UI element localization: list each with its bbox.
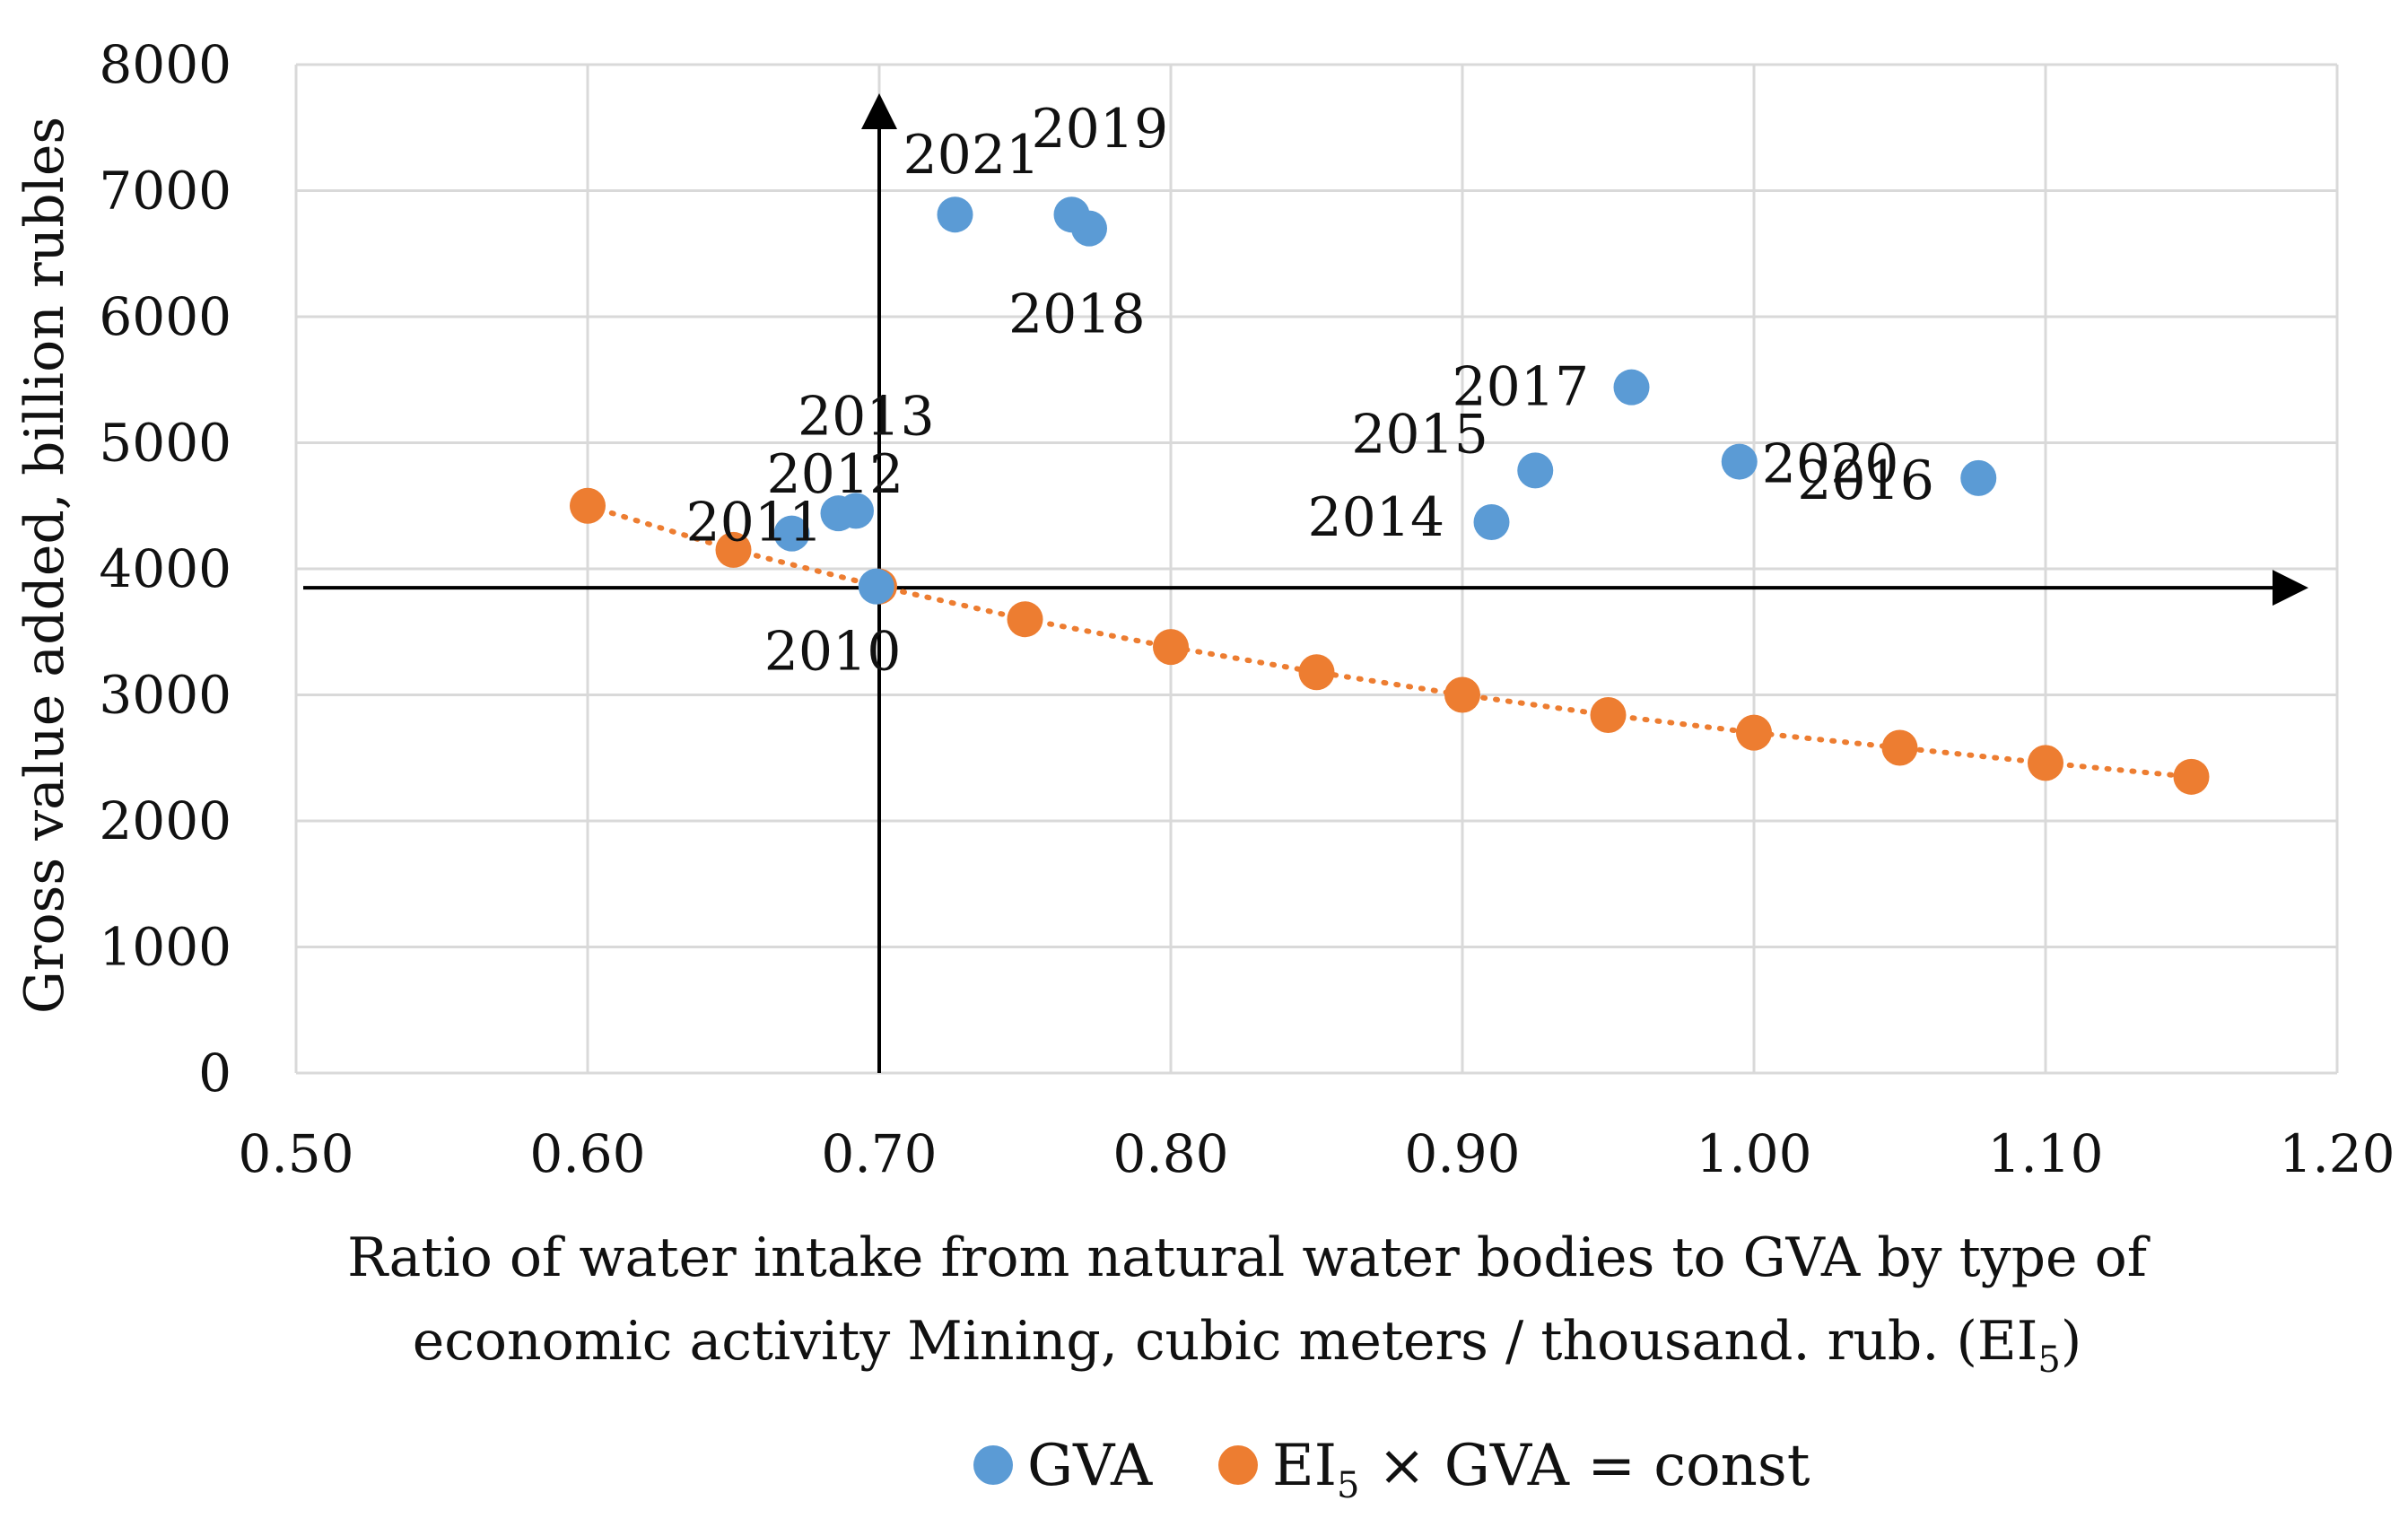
point-label-2020: 2020 [1762, 433, 1899, 496]
x-tick-label: 0.60 [529, 1123, 645, 1184]
const-point [2173, 758, 2210, 795]
y-axis-ticks: 0 1000 2000 3000 4000 5000 6000 7000 8000 [99, 34, 231, 1104]
gva-point-2017 [1613, 369, 1650, 406]
y-tick-label: 4000 [99, 538, 231, 599]
gva-point-2015 [1517, 452, 1554, 489]
legend-const-label: EI5 × GVA = const [1272, 1433, 1810, 1506]
legend-const-marker [1218, 1445, 1258, 1485]
x-tick-label: 0.70 [821, 1123, 937, 1184]
y-tick-label: 8000 [99, 34, 231, 95]
y-tick-label: 2000 [99, 790, 231, 851]
gva-point-2020 [1721, 443, 1758, 480]
const-point [2028, 745, 2063, 781]
const-point [1298, 654, 1335, 691]
point-label-2018: 2018 [1008, 284, 1146, 346]
const-trendline [585, 502, 2194, 780]
legend-gva-marker [973, 1445, 1013, 1485]
x-tick-label: 1.10 [1987, 1123, 2103, 1184]
x-tick-label: 0.80 [1112, 1123, 1228, 1184]
const-point [570, 487, 606, 524]
y-tick-label: 6000 [99, 286, 231, 347]
gva-point-2014 [1473, 504, 1510, 541]
const-point [715, 531, 752, 568]
x-tick-label: 0.50 [238, 1123, 353, 1184]
point-label-2017: 2017 [1453, 356, 1590, 419]
series-layer [570, 196, 2210, 795]
point-label-2015: 2015 [1351, 403, 1488, 466]
const-point [1153, 629, 1189, 666]
y-tick-label: 7000 [99, 161, 231, 222]
point-label-2013: 2013 [798, 385, 935, 448]
legend-gva-label: GVA [1027, 1433, 1153, 1499]
point-label-2012: 2012 [767, 443, 904, 506]
gva-point-2011 [773, 515, 810, 552]
point-label-2010: 2010 [764, 621, 902, 684]
point-label-2021: 2021 [903, 124, 1041, 187]
y-axis-title: Gross value added, billion rubles [13, 117, 76, 1014]
const-point [1736, 714, 1772, 751]
point-label-2019: 2019 [1032, 98, 1169, 161]
y-tick-label: 1000 [99, 917, 231, 978]
const-point [1007, 601, 1043, 638]
x-axis-title-line1: Ratio of water intake from natural water… [347, 1226, 2151, 1289]
x-axis-title-line2: economic activity Mining, cubic meters /… [413, 1310, 2082, 1381]
grid [294, 63, 2339, 1075]
gva-point-2019 [1053, 196, 1090, 233]
reference-axes [303, 93, 2308, 1073]
point-label-2011: 2011 [686, 492, 824, 554]
const-point [1590, 696, 1627, 733]
x-tick-label: 1.20 [2279, 1123, 2395, 1184]
y-tick-label: 0 [198, 1043, 231, 1104]
x-tick-label: 0.90 [1404, 1123, 1520, 1184]
y-tick-label: 3000 [99, 665, 231, 726]
gva-point-2016 [1960, 459, 1997, 496]
gva-point-2021 [937, 196, 973, 233]
x-axis-ticks: 0.50 0.60 0.70 0.80 0.90 1.00 1.10 1.20 [238, 1123, 2395, 1184]
legend: GVA EI5 × GVA = const [973, 1433, 1810, 1506]
gva-point-2013 [838, 493, 874, 529]
point-label-2016: 2016 [1797, 449, 1934, 512]
y-tick-label: 5000 [99, 413, 231, 474]
const-point [1881, 729, 1918, 766]
x-tick-label: 1.00 [1696, 1123, 1811, 1184]
const-point [1444, 676, 1480, 713]
point-label-2014: 2014 [1308, 486, 1445, 549]
gva-point-2010 [858, 568, 894, 605]
